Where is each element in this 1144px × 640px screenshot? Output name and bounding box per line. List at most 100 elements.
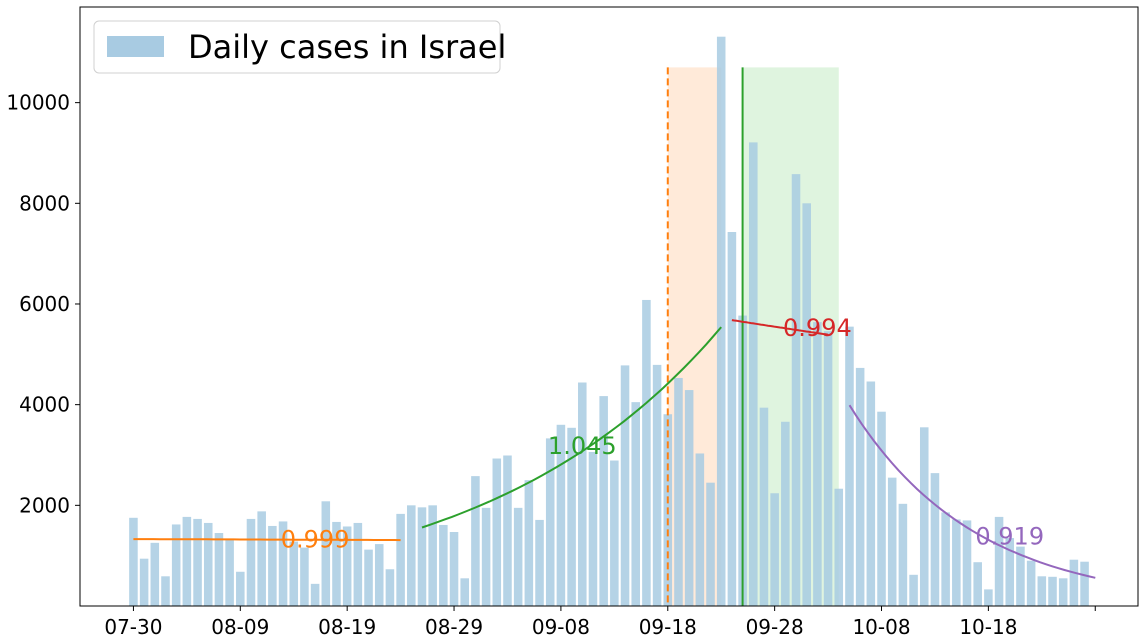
plot-frame bbox=[79, 6, 1139, 607]
bar bbox=[695, 453, 705, 606]
fit-curve bbox=[421, 326, 722, 529]
plot-background bbox=[80, 7, 1138, 606]
bar bbox=[877, 411, 886, 606]
bar bbox=[866, 381, 876, 606]
bar bbox=[631, 402, 640, 606]
legend-box bbox=[93, 20, 501, 74]
fit-curve bbox=[848, 404, 1096, 579]
bar bbox=[727, 232, 737, 607]
bar bbox=[139, 558, 149, 606]
bar bbox=[973, 562, 982, 606]
bar bbox=[332, 521, 341, 606]
bar bbox=[642, 299, 651, 606]
bar bbox=[171, 524, 181, 606]
bar bbox=[417, 507, 427, 606]
bar bbox=[759, 407, 769, 606]
fit-label: 0.994 bbox=[783, 314, 852, 342]
fit-curve bbox=[731, 319, 829, 336]
bar bbox=[919, 427, 929, 606]
bar bbox=[706, 482, 715, 606]
bar bbox=[1026, 560, 1036, 606]
bar bbox=[567, 427, 576, 606]
bar bbox=[225, 538, 234, 606]
bar bbox=[909, 574, 918, 606]
bar bbox=[930, 473, 940, 606]
bar bbox=[182, 516, 192, 606]
bar bbox=[823, 331, 833, 606]
x-tick-label: 08-09 bbox=[211, 615, 269, 639]
bar bbox=[257, 511, 266, 606]
bar bbox=[364, 549, 373, 606]
bar bbox=[150, 542, 160, 606]
bar bbox=[716, 36, 726, 607]
bar bbox=[481, 507, 491, 606]
bar bbox=[439, 524, 448, 606]
bar bbox=[802, 203, 811, 607]
bar bbox=[513, 507, 523, 606]
bar bbox=[588, 451, 598, 606]
bar bbox=[748, 142, 758, 606]
bar bbox=[353, 522, 363, 606]
bar bbox=[652, 364, 662, 606]
bar bbox=[193, 518, 202, 606]
bar bbox=[578, 382, 587, 606]
bar bbox=[535, 519, 544, 606]
fit-labels: 0.999 1.045 0.994 0.919 bbox=[281, 314, 1044, 553]
bar bbox=[813, 322, 822, 606]
x-tick-label: 09-18 bbox=[639, 615, 697, 639]
bar bbox=[1016, 546, 1025, 606]
bar bbox=[129, 517, 138, 606]
bar bbox=[161, 576, 170, 606]
bar bbox=[246, 518, 256, 606]
bar bbox=[984, 589, 993, 606]
fit-curves bbox=[133, 319, 1096, 579]
y-tick-label: 2000 bbox=[19, 493, 70, 517]
bar bbox=[610, 460, 619, 606]
bar bbox=[1080, 561, 1089, 606]
bar bbox=[845, 326, 854, 606]
bar bbox=[214, 533, 224, 606]
bar bbox=[599, 396, 608, 606]
bar bbox=[524, 480, 534, 606]
bar bbox=[898, 503, 908, 606]
legend-swatch bbox=[107, 36, 164, 57]
y-tick-label: 6000 bbox=[19, 292, 70, 316]
bar bbox=[834, 488, 844, 606]
bar bbox=[503, 455, 512, 606]
y-tick-label: 10000 bbox=[6, 91, 70, 115]
bar bbox=[1005, 538, 1015, 606]
bar bbox=[385, 569, 395, 606]
x-tick-label: 07-30 bbox=[104, 615, 162, 639]
bar bbox=[449, 532, 459, 606]
bar bbox=[770, 493, 779, 606]
bar bbox=[1037, 576, 1047, 606]
bar bbox=[855, 367, 865, 606]
bar bbox=[374, 544, 384, 606]
bar bbox=[300, 547, 309, 606]
bar bbox=[268, 525, 277, 606]
bar bbox=[310, 583, 320, 606]
bar bbox=[236, 571, 245, 606]
bar bbox=[545, 438, 555, 606]
bar bbox=[407, 505, 416, 606]
bar bbox=[471, 476, 480, 606]
bar bbox=[962, 520, 972, 606]
bar bbox=[203, 522, 213, 606]
y-tick-label: 8000 bbox=[19, 191, 70, 215]
bar bbox=[556, 424, 566, 606]
fit-label: 0.919 bbox=[975, 523, 1044, 551]
legend: Daily cases in Israel bbox=[93, 20, 506, 74]
bar bbox=[684, 390, 694, 606]
vertical-markers bbox=[666, 67, 744, 606]
fit-label: 0.999 bbox=[281, 526, 350, 554]
bar bbox=[791, 174, 801, 606]
x-axis: 07-30 08-09 08-19 08-29 09-08 09-18 09-28 10-08… bbox=[104, 606, 1096, 639]
x-tick-label: 10-08 bbox=[852, 615, 910, 639]
bar bbox=[321, 501, 331, 606]
bar bbox=[278, 521, 288, 606]
bar bbox=[952, 519, 961, 606]
bar bbox=[342, 526, 352, 606]
bar bbox=[492, 458, 502, 606]
bar bbox=[994, 516, 1004, 606]
bar bbox=[941, 512, 950, 606]
